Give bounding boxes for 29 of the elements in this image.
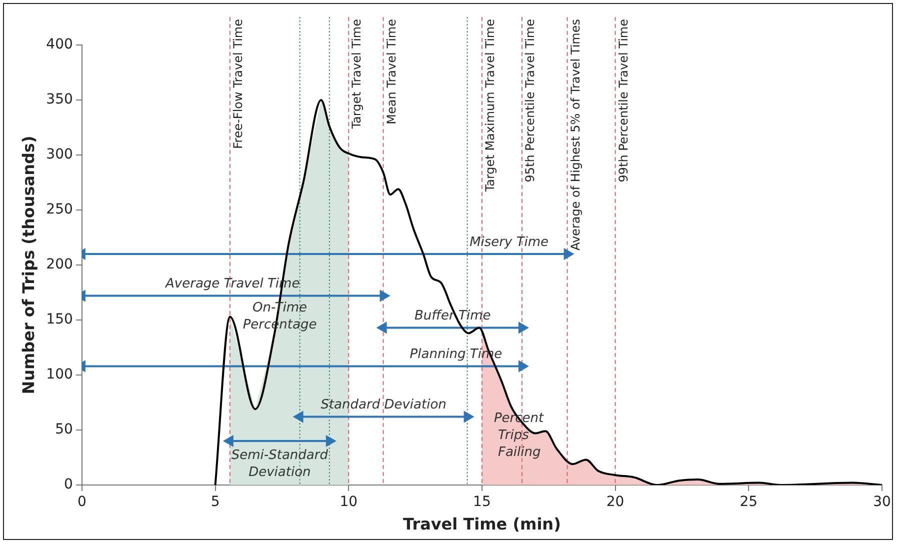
y-tick-label: 50 bbox=[55, 422, 73, 438]
y-tick-label: 0 bbox=[64, 476, 73, 493]
series-label: Standard Deviation bbox=[320, 398, 446, 413]
x-tick-label: 5 bbox=[210, 494, 220, 510]
x-tick-label: 20 bbox=[606, 494, 624, 510]
ref-line-label: 95th Percentile Travel Time bbox=[523, 19, 538, 182]
y-tick-label: 250 bbox=[46, 202, 73, 218]
x-tick-label: 15 bbox=[473, 494, 491, 510]
y-tick-label: 350 bbox=[46, 92, 73, 108]
y-tick-label: 200 bbox=[46, 256, 73, 273]
y-tick-label: 150 bbox=[46, 312, 73, 328]
ref-line-label: Average of Highest 5% of Travel Times bbox=[568, 19, 582, 251]
series-label: Buffer Time bbox=[414, 308, 491, 324]
y-axis-title: Number of Trips (thousands) bbox=[18, 136, 38, 394]
x-tick-label: 0 bbox=[77, 494, 86, 510]
x-axis-title: Travel Time (min) bbox=[403, 514, 561, 534]
ref-line-label: Free-Flow Travel Time bbox=[231, 19, 246, 149]
x-tick-label: 30 bbox=[873, 494, 891, 510]
ref-line-label: Target Travel Time bbox=[350, 19, 364, 130]
ref-line-label: 99th Percentile Travel Time bbox=[616, 19, 630, 182]
y-tick-label: 300 bbox=[46, 146, 73, 163]
x-tick-label: 10 bbox=[340, 494, 358, 510]
x-tick-label: 25 bbox=[740, 494, 758, 510]
series-label: Semi-Standard Deviation bbox=[231, 448, 329, 480]
series-label: Misery Time bbox=[470, 234, 549, 250]
ref-line-label: Target Maximum Travel Time bbox=[483, 19, 498, 193]
y-tick-label: 400 bbox=[46, 36, 73, 53]
ref-line-label: Mean Travel Time bbox=[384, 19, 398, 124]
y-tick-label: 100 bbox=[46, 366, 73, 383]
